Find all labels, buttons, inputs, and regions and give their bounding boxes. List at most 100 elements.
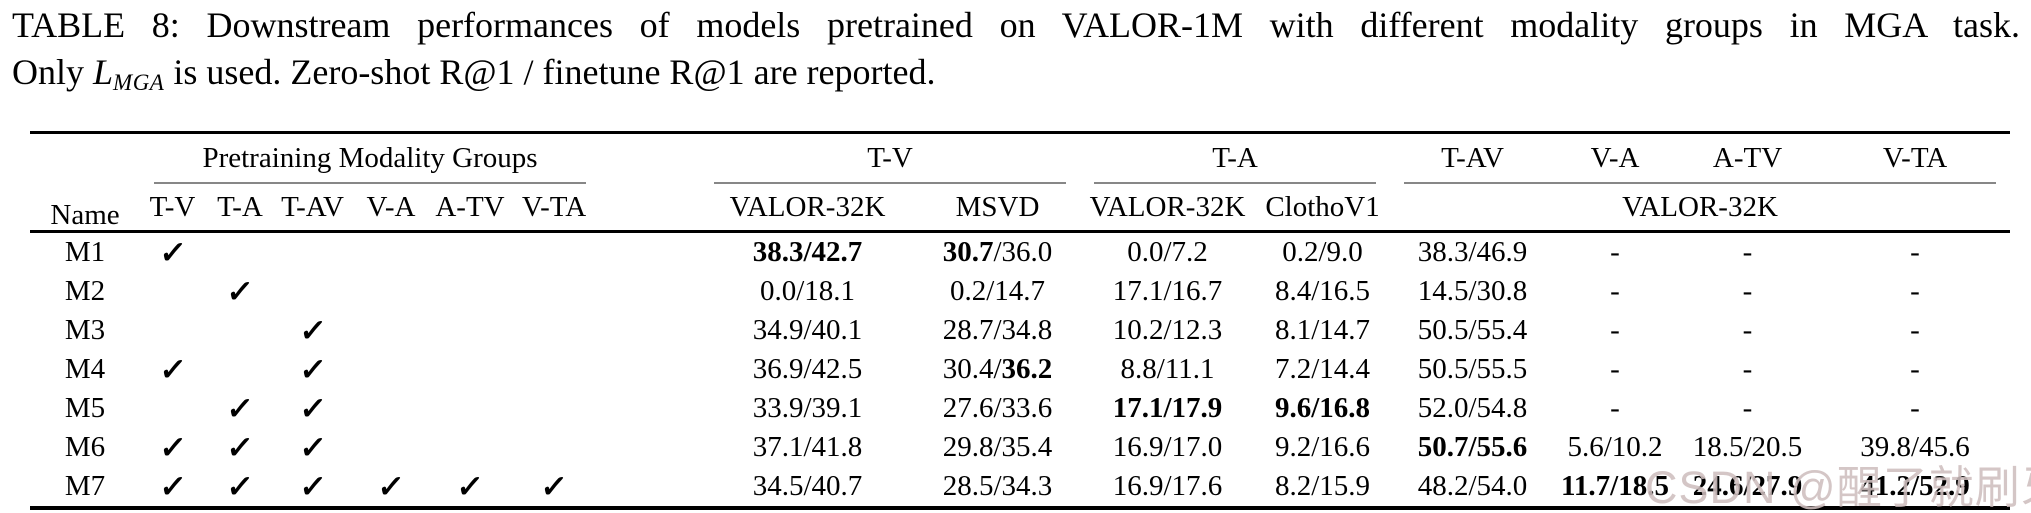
value-cell: 8.2/15.9	[1255, 467, 1391, 510]
check-cell	[350, 428, 432, 467]
caption-line2-post: is used. Zero-shot R@1 / finetune R@1 ar…	[164, 52, 936, 92]
header-col-atv: A-TV	[1712, 141, 1783, 174]
header-pretraining-group: Pretraining Modality Groups	[140, 131, 601, 184]
value-cell: 34.5/40.7	[700, 467, 916, 510]
subheader-tv-valor32k: VALOR-32K	[700, 184, 916, 233]
check-cell	[432, 428, 508, 467]
value-cell: 8.8/11.1	[1120, 353, 1215, 385]
header-tv-group: T-V	[700, 131, 1081, 184]
value-part: 36.2	[1001, 353, 1053, 385]
value-cell: -	[1610, 314, 1620, 346]
subheader-check-tv: T-V	[140, 184, 205, 233]
value-cell: -	[1910, 353, 1920, 385]
value-cell: 38.3/46.9	[1417, 236, 1528, 268]
caption-line2-pre: Only	[12, 52, 93, 92]
value-cell: 48.2/54.0	[1390, 467, 1556, 510]
value-cell: 9.2/16.6	[1274, 431, 1371, 463]
checkmark-icon: ✓	[225, 390, 255, 426]
check-cell	[350, 311, 432, 350]
row-name-cell: M4	[64, 353, 106, 385]
check-cell	[432, 350, 508, 389]
check-cell	[275, 232, 350, 273]
check-cell: ✓	[275, 311, 350, 350]
table-row: M5 ✓ ✓ 33.9/39.1 27.6/33.6 17.1/17.9 9.6/16.8 5…	[30, 389, 2010, 428]
value-cell: -	[1910, 392, 1920, 424]
value-cell: -	[1610, 236, 1620, 268]
check-cell: ✓	[140, 232, 205, 273]
table-row: M4 ✓ ✓ 36.9/42.5 30.4/36.2 8.8/11.1 7.2/14.4 50…	[30, 350, 2010, 389]
value-cell: 8.1/14.7	[1274, 314, 1371, 346]
header-name: Name	[30, 131, 140, 233]
subheader-check-vta: V-TA	[508, 184, 601, 233]
value-cell: 38.3/42.7	[752, 236, 863, 268]
value-cell: -	[1742, 314, 1753, 346]
check-cell	[508, 311, 600, 350]
check-cell: ✓	[508, 467, 601, 510]
cmidrule-right-group	[1404, 182, 1997, 184]
header-ta-group: T-A	[1080, 131, 1391, 184]
row-name-cell: M6	[64, 431, 106, 463]
cmidrule-ta	[1094, 182, 1377, 184]
checkmark-icon: ✓	[297, 468, 328, 504]
check-cell	[508, 350, 600, 389]
check-cell	[508, 389, 600, 428]
value-cell: 7.2/14.4	[1274, 353, 1371, 385]
tv-group-label: T-V	[867, 141, 913, 174]
value-cell: 0.0/18.1	[759, 275, 856, 307]
caption-line-1: TABLE 8: Downstream performances of mode…	[12, 5, 2020, 45]
header-right-group: T-AV V-A A-TV V-TA	[1390, 131, 2011, 184]
value-cell: -	[1910, 275, 1920, 307]
cmidrule-tv	[714, 182, 1067, 184]
check-cell: ✓	[275, 428, 350, 467]
value-cell: 16.9/17.6	[1080, 467, 1256, 510]
value-cell: -	[1742, 275, 1753, 307]
value-cell: 9.6/16.8	[1274, 392, 1371, 424]
checkmark-icon: ✓	[225, 468, 255, 504]
loss-subscript: MGA	[113, 70, 165, 95]
check-cell	[350, 389, 432, 428]
checkmark-icon: ✓	[539, 468, 569, 504]
row-name-cell: M2	[64, 275, 106, 307]
caption-line-2: Only LMGA is used. Zero-shot R@1 / finet…	[12, 49, 2020, 106]
value-cell: 50.5/55.5	[1417, 353, 1528, 385]
check-cell	[205, 232, 275, 273]
value-cell: -	[1742, 392, 1753, 424]
value-cell: -	[1910, 236, 1920, 268]
value-cell: -	[1910, 314, 1920, 346]
value-cell: 27.6/33.6	[942, 392, 1053, 424]
spacer-cell	[600, 350, 700, 389]
check-cell	[350, 272, 432, 311]
value-cell: 0.2/9.0	[1282, 236, 1363, 268]
header-col-va: V-A	[1590, 141, 1640, 174]
subheader-check-ta: T-A	[205, 184, 275, 233]
table-caption: TABLE 8: Downstream performances of mode…	[12, 2, 2020, 106]
value-cell: -	[1610, 275, 1620, 307]
spacer-cell	[600, 467, 701, 510]
value-cell: 28.5/34.3	[915, 467, 1081, 510]
right-group-labels: T-AV V-A A-TV V-TA	[1390, 134, 2010, 182]
value-cell: 14.5/30.8	[1417, 275, 1528, 307]
value-cell: 8.4/16.5	[1274, 275, 1371, 307]
row-name-cell: M7	[30, 467, 140, 510]
checkmark-icon: ✓	[455, 468, 485, 504]
check-cell	[350, 232, 432, 273]
spacer-cell	[600, 311, 700, 350]
check-cell: ✓	[205, 272, 275, 311]
check-cell	[432, 389, 508, 428]
table-body: M1 ✓ 38.3/42.7 30.7/36.0 0.0/7.2 0.2/9.0 38.3/…	[30, 232, 2011, 510]
value-cell: 10.2/12.3	[1112, 314, 1223, 346]
check-cell	[432, 272, 508, 311]
value-cell: 24.6/27.9	[1675, 467, 1821, 510]
spacer-cell	[600, 428, 700, 467]
header-col-tav: T-AV	[1441, 141, 1504, 174]
loss-symbol: L	[93, 52, 114, 92]
value-cell: 36.9/42.5	[752, 353, 863, 385]
checkmark-icon: ✓	[225, 273, 255, 309]
value-cell: 17.1/16.7	[1112, 275, 1223, 307]
value-cell: 28.7/34.8	[942, 314, 1053, 346]
check-cell: ✓	[205, 389, 275, 428]
check-cell	[508, 272, 600, 311]
check-cell: ✓	[275, 389, 350, 428]
check-cell	[140, 311, 205, 350]
header-row-subcols: T-V T-A T-AV V-A A-TV V-TA VALOR-32K MSV…	[30, 184, 2011, 233]
